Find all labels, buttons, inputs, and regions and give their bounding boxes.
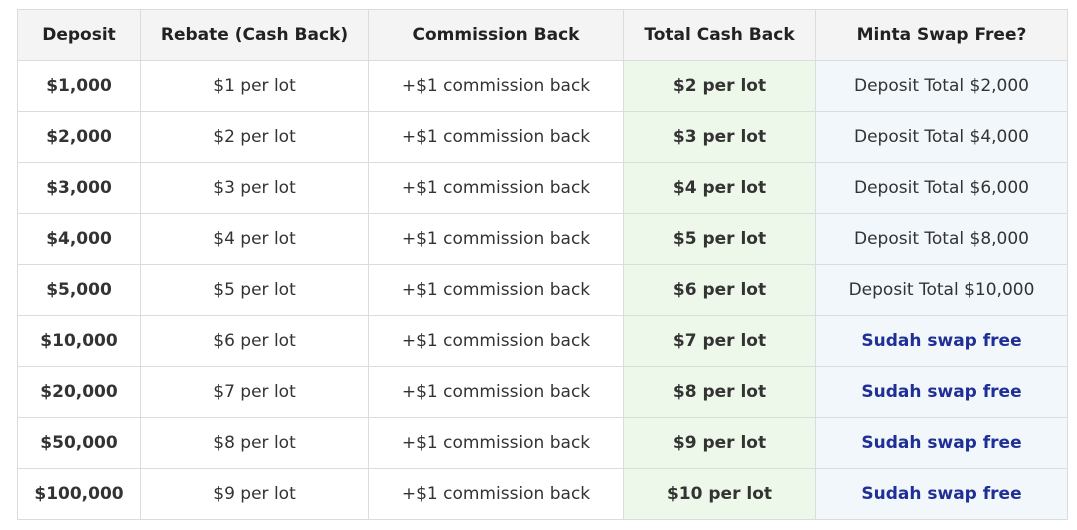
cell-total: $6 per lot [623, 264, 816, 316]
header-rebate: Rebate (Cash Back) [140, 9, 369, 61]
cell-commission: +$1 commission back [368, 111, 624, 163]
cell-swap-free: Sudah swap free [815, 366, 1068, 418]
table-row: $4,000 $4 per lot +$1 commission back $5… [17, 213, 1068, 265]
cell-total: $3 per lot [623, 111, 816, 163]
table-row: $100,000 $9 per lot +$1 commission back … [17, 468, 1068, 520]
cell-commission: +$1 commission back [368, 162, 624, 214]
cell-swap: Deposit Total $10,000 [815, 264, 1068, 316]
cell-total: $4 per lot [623, 162, 816, 214]
cell-swap: Deposit Total $8,000 [815, 213, 1068, 265]
cell-swap-free: Sudah swap free [815, 468, 1068, 520]
cell-rebate: $3 per lot [140, 162, 369, 214]
cell-swap-free: Sudah swap free [815, 315, 1068, 367]
cell-commission: +$1 commission back [368, 417, 624, 469]
table-row: $1,000 $1 per lot +$1 commission back $2… [17, 60, 1068, 112]
table-row: $50,000 $8 per lot +$1 commission back $… [17, 417, 1068, 469]
cell-rebate: $5 per lot [140, 264, 369, 316]
cell-total: $9 per lot [623, 417, 816, 469]
table-body: $1,000 $1 per lot +$1 commission back $2… [17, 60, 1068, 520]
table-row: $3,000 $3 per lot +$1 commission back $4… [17, 162, 1068, 214]
header-swap-free: Minta Swap Free? [815, 9, 1068, 61]
cell-rebate: $4 per lot [140, 213, 369, 265]
table-row: $20,000 $7 per lot +$1 commission back $… [17, 366, 1068, 418]
cell-swap: Deposit Total $6,000 [815, 162, 1068, 214]
table-row: $10,000 $6 per lot +$1 commission back $… [17, 315, 1068, 367]
table-header-row: Deposit Rebate (Cash Back) Commission Ba… [17, 9, 1068, 61]
cell-commission: +$1 commission back [368, 60, 624, 112]
header-total-cash-back: Total Cash Back [623, 9, 816, 61]
cell-deposit: $4,000 [17, 213, 141, 265]
cell-deposit: $3,000 [17, 162, 141, 214]
cell-deposit: $5,000 [17, 264, 141, 316]
cell-rebate: $6 per lot [140, 315, 369, 367]
cell-commission: +$1 commission back [368, 366, 624, 418]
cell-commission: +$1 commission back [368, 468, 624, 520]
header-commission-back: Commission Back [368, 9, 624, 61]
table-row: $2,000 $2 per lot +$1 commission back $3… [17, 111, 1068, 163]
cell-rebate: $9 per lot [140, 468, 369, 520]
cell-rebate: $8 per lot [140, 417, 369, 469]
cell-rebate: $2 per lot [140, 111, 369, 163]
cell-rebate: $1 per lot [140, 60, 369, 112]
cell-deposit: $50,000 [17, 417, 141, 469]
cell-total: $5 per lot [623, 213, 816, 265]
cell-commission: +$1 commission back [368, 213, 624, 265]
cell-total: $10 per lot [623, 468, 816, 520]
cell-total: $7 per lot [623, 315, 816, 367]
cell-total: $2 per lot [623, 60, 816, 112]
cell-deposit: $1,000 [17, 60, 141, 112]
cell-commission: +$1 commission back [368, 264, 624, 316]
rebate-table: Deposit Rebate (Cash Back) Commission Ba… [17, 9, 1068, 520]
table-row: $5,000 $5 per lot +$1 commission back $6… [17, 264, 1068, 316]
cell-deposit: $20,000 [17, 366, 141, 418]
cell-swap: Deposit Total $2,000 [815, 60, 1068, 112]
rebate-table-container: Deposit Rebate (Cash Back) Commission Ba… [17, 9, 1068, 520]
cell-swap-free: Sudah swap free [815, 417, 1068, 469]
cell-deposit: $10,000 [17, 315, 141, 367]
cell-swap: Deposit Total $4,000 [815, 111, 1068, 163]
header-deposit: Deposit [17, 9, 141, 61]
cell-rebate: $7 per lot [140, 366, 369, 418]
cell-deposit: $2,000 [17, 111, 141, 163]
cell-total: $8 per lot [623, 366, 816, 418]
cell-commission: +$1 commission back [368, 315, 624, 367]
cell-deposit: $100,000 [17, 468, 141, 520]
